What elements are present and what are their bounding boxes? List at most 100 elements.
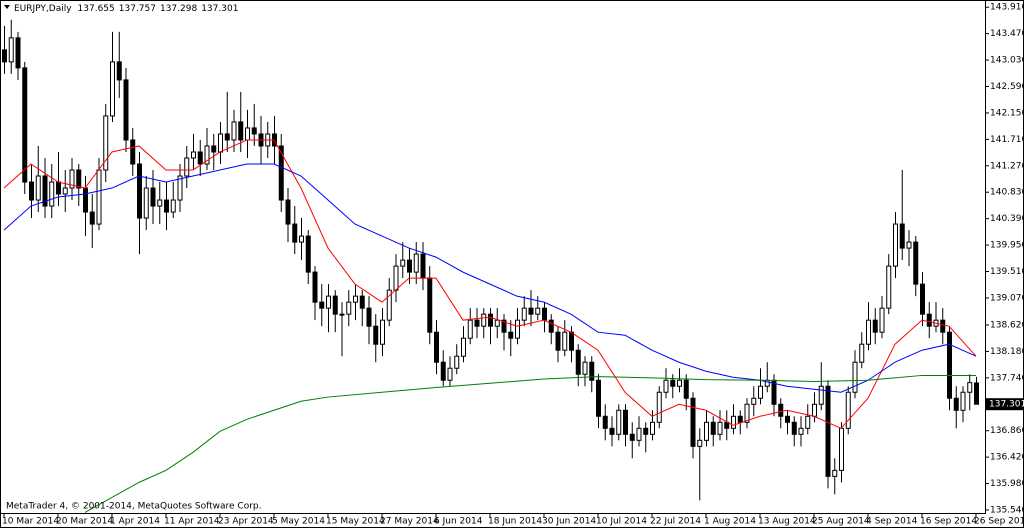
candle-body: [380, 319, 385, 345]
candle-body: [515, 319, 520, 339]
candle-body: [62, 187, 68, 195]
candle-body: [461, 337, 466, 357]
candle-body: [494, 319, 500, 327]
candle-body: [893, 223, 898, 267]
candle-body: [319, 301, 325, 309]
candle-body: [123, 79, 129, 141]
candle-body: [704, 421, 709, 441]
candle-body: [859, 343, 865, 363]
x-tick-label: 11 Apr 2014: [164, 517, 220, 527]
x-tick-label: 6 Jun 2014: [434, 517, 483, 527]
candle-body: [2, 49, 7, 63]
candle-body: [413, 253, 419, 273]
y-tick-label: 136.860: [990, 426, 1024, 436]
x-tick-label: 27 May 2014: [380, 517, 439, 527]
price-marker: [986, 398, 1023, 411]
low-value: 137.298: [160, 4, 197, 14]
candle-body: [555, 331, 561, 351]
y-tick-label: 141.270: [990, 161, 1024, 171]
x-tick-label: 18 Jun 2014: [488, 517, 542, 527]
candle-body: [386, 289, 392, 321]
candle-body: [150, 187, 156, 207]
candle-body: [960, 391, 966, 411]
candle-body: [137, 163, 142, 219]
candle-body: [906, 241, 912, 249]
candle-body: [744, 403, 750, 423]
candle-body: [251, 127, 257, 135]
candle-body: [508, 331, 514, 339]
candle-body: [103, 115, 109, 171]
candle-body: [434, 331, 439, 363]
candle-body: [407, 259, 412, 273]
candle-body: [589, 361, 595, 381]
open-value: 137.655: [78, 4, 115, 14]
candle-body: [940, 319, 946, 333]
candle-body: [110, 61, 115, 117]
candle-body: [305, 235, 311, 273]
candle-body: [35, 175, 41, 201]
candle-body: [157, 199, 163, 207]
candle-body: [393, 265, 399, 291]
candle-body: [346, 301, 352, 315]
candle-body: [872, 319, 878, 333]
candle-body: [366, 307, 372, 327]
plot: [2, 19, 979, 513]
candle-body: [8, 37, 14, 63]
candle-body: [791, 421, 797, 435]
candle-body: [697, 439, 703, 447]
candle-body: [602, 415, 608, 429]
x-tick-label: 1 Aug 2014: [704, 517, 756, 527]
candle-body: [656, 391, 662, 423]
menu-triangle: [4, 5, 10, 9]
candle-body: [737, 415, 743, 423]
candle-body: [339, 313, 345, 316]
y-tick-label: 135.540: [990, 505, 1024, 515]
candle-body: [832, 469, 838, 477]
moving-average: [3, 163, 977, 393]
footer: MetaTrader 4, © 2001-2014, MetaQuotes So…: [6, 502, 262, 512]
candle-body: [204, 145, 210, 165]
candle-body: [798, 427, 804, 435]
candle-body: [852, 361, 858, 393]
candle-body: [974, 382, 979, 405]
candle-body: [231, 121, 237, 141]
candle-body: [845, 391, 851, 429]
candle-body: [778, 403, 784, 417]
candle-body: [143, 187, 149, 219]
candle-body: [49, 181, 55, 207]
y-tick-label: 135.980: [990, 479, 1024, 489]
candle-body: [913, 241, 919, 285]
candle-body: [42, 175, 48, 207]
candle-body: [886, 265, 892, 309]
candle-body: [879, 307, 885, 333]
candle-body: [238, 121, 244, 141]
candle-body: [521, 307, 527, 321]
candle-body: [710, 421, 716, 435]
candle-body: [218, 133, 223, 153]
x-tick-label: 5 May 2014: [272, 517, 325, 527]
x-tick-label: 15 May 2014: [326, 517, 385, 527]
candle-body: [278, 145, 284, 201]
y-tick-label: 138.180: [990, 347, 1024, 357]
candle-body: [609, 427, 615, 435]
candle-body: [920, 283, 925, 315]
candle-body: [805, 415, 811, 429]
candle-body: [623, 409, 628, 435]
y-tick-label: 142.150: [990, 108, 1024, 118]
candle-body: [440, 361, 446, 381]
candle-body: [22, 67, 28, 183]
candle-body: [211, 145, 217, 153]
candle-body: [164, 199, 169, 213]
candle-body: [717, 421, 723, 435]
candle-body: [89, 211, 95, 225]
y-tick-label: 141.710: [990, 135, 1024, 145]
candle-body: [116, 61, 122, 81]
candle-body: [299, 235, 304, 243]
candle-body: [96, 169, 102, 225]
candle-body: [731, 415, 736, 429]
candle-body: [548, 319, 554, 333]
x-tick-label: 30 Jun 2014: [542, 517, 596, 527]
candle-body: [454, 355, 460, 369]
candle-body: [285, 199, 291, 225]
